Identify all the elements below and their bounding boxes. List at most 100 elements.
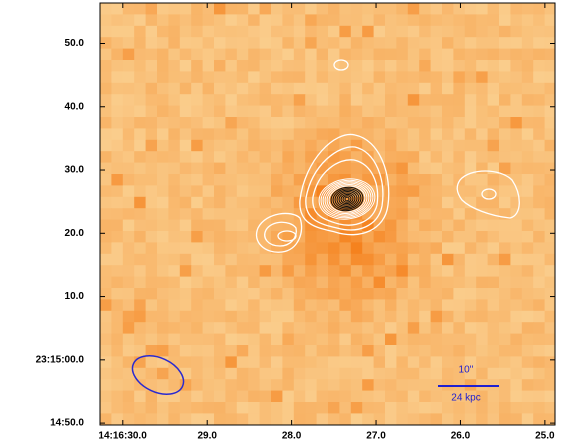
pixel <box>259 219 272 232</box>
pixel <box>419 276 432 289</box>
pixel <box>157 71 169 84</box>
pixel <box>362 3 375 15</box>
pixel <box>202 367 215 380</box>
pixel <box>122 413 135 425</box>
pixel <box>362 185 375 198</box>
pixel <box>271 14 283 27</box>
pixel <box>282 105 295 118</box>
pixel <box>464 253 477 266</box>
pixel <box>248 71 261 84</box>
pixel <box>385 322 397 335</box>
pixel <box>487 310 500 323</box>
pixel <box>259 128 272 141</box>
pixel <box>157 48 169 61</box>
pixel <box>453 37 466 50</box>
pixel <box>145 276 158 289</box>
pixel <box>430 37 443 50</box>
pixel <box>430 139 443 152</box>
pixel <box>168 105 181 118</box>
pixel <box>157 219 169 232</box>
pixel <box>339 14 352 27</box>
pixel <box>430 276 443 289</box>
pixel <box>339 117 352 129</box>
pixel <box>328 128 340 141</box>
y-tick-label: 23:15:00.0 <box>36 354 85 365</box>
pixel <box>373 185 386 198</box>
pixel <box>328 231 340 243</box>
pixel <box>442 60 454 72</box>
pixel <box>533 3 546 15</box>
pixel <box>487 185 500 198</box>
pixel <box>236 208 249 221</box>
pixel <box>179 356 192 369</box>
pixel <box>316 276 329 289</box>
pixel <box>521 37 534 50</box>
pixel <box>168 322 181 335</box>
pixel <box>419 105 432 118</box>
pixel <box>225 413 238 425</box>
pixel <box>396 25 409 38</box>
pixel <box>259 333 272 346</box>
pixel <box>487 14 500 27</box>
pixel <box>111 310 124 323</box>
pixel <box>407 82 420 95</box>
pixel <box>339 265 352 278</box>
pixel <box>282 413 295 425</box>
pixel <box>442 231 454 243</box>
pixel <box>419 424 432 425</box>
pixel <box>191 299 204 312</box>
pixel <box>305 367 318 380</box>
pixel <box>111 299 124 312</box>
pixel <box>453 162 466 175</box>
pixel <box>476 390 489 403</box>
pixel <box>293 60 306 72</box>
pixel <box>533 299 546 312</box>
pixel <box>499 82 511 95</box>
contour <box>322 181 372 217</box>
pixel <box>111 367 124 380</box>
pixel <box>214 105 226 118</box>
pixel <box>533 231 546 243</box>
pixel <box>487 322 500 335</box>
pixel <box>134 402 147 414</box>
pixel <box>282 94 295 107</box>
pixel <box>179 117 192 129</box>
pixel <box>328 379 340 392</box>
pixel <box>111 185 124 198</box>
pixel <box>214 196 226 209</box>
pixel <box>430 424 443 425</box>
pixel <box>544 105 555 118</box>
pixel <box>111 139 124 152</box>
pixel <box>339 60 352 72</box>
pixel <box>271 242 283 255</box>
pixel <box>259 322 272 335</box>
pixel <box>305 151 318 164</box>
pixel <box>100 37 112 50</box>
pixel <box>407 105 420 118</box>
pixel <box>476 94 489 107</box>
pixel <box>544 139 555 152</box>
pixel <box>442 14 454 27</box>
pixel <box>157 413 169 425</box>
pixel <box>179 162 192 175</box>
pixel <box>157 356 169 369</box>
pixel <box>407 390 420 403</box>
pixel <box>271 299 283 312</box>
pixel <box>521 276 534 289</box>
pixel <box>282 356 295 369</box>
pixel <box>396 3 409 15</box>
pixel <box>122 185 135 198</box>
pixel <box>145 14 158 27</box>
pixel <box>179 174 192 186</box>
pixel <box>259 413 272 425</box>
pixel <box>521 219 534 232</box>
pixel <box>533 60 546 72</box>
pixel <box>521 117 534 129</box>
pixel <box>430 390 443 403</box>
pixel <box>157 117 169 129</box>
pixel <box>179 402 192 414</box>
pixel <box>350 345 363 357</box>
image <box>100 3 555 425</box>
pixel <box>350 162 363 175</box>
pixel <box>100 196 112 209</box>
